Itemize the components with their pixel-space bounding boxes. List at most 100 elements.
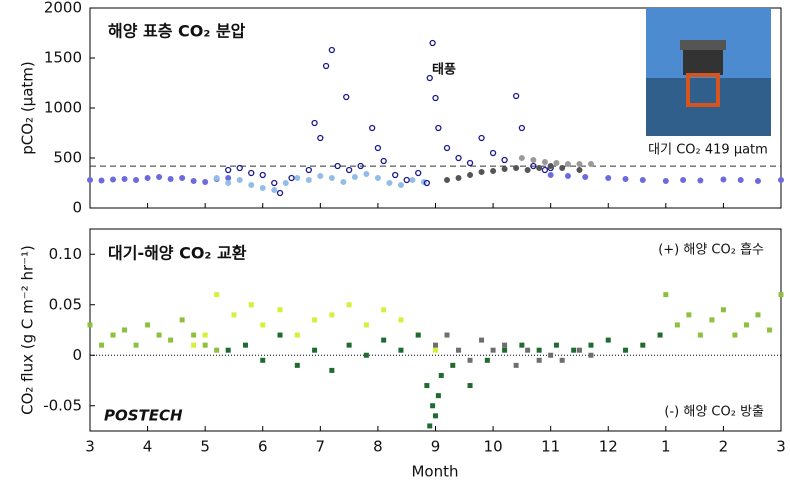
- point: [778, 177, 784, 183]
- point: [403, 176, 410, 184]
- x-tick-label: 12: [599, 438, 618, 456]
- point: [444, 177, 451, 183]
- x-tick-label: 3: [776, 438, 786, 456]
- point: [415, 169, 422, 177]
- point: [743, 322, 749, 328]
- point: [329, 312, 335, 318]
- point: [478, 134, 485, 142]
- point: [432, 94, 439, 102]
- point: [110, 176, 117, 183]
- point: [236, 177, 243, 183]
- point: [236, 164, 243, 172]
- x-tick-label: 6: [258, 438, 268, 456]
- point: [640, 342, 646, 348]
- point: [559, 357, 565, 363]
- point: [381, 307, 387, 313]
- point: [489, 149, 497, 157]
- y-tick-label: 0: [72, 346, 82, 364]
- point: [322, 62, 330, 70]
- point: [467, 383, 473, 389]
- reference-label: 대기 CO₂ 419 μatm: [648, 143, 768, 158]
- point: [345, 166, 353, 174]
- point: [305, 177, 312, 183]
- point: [398, 347, 404, 353]
- y-tick-label: 2000: [44, 0, 82, 17]
- point: [697, 332, 703, 338]
- point: [576, 167, 583, 173]
- point: [133, 342, 139, 348]
- point: [513, 362, 519, 368]
- point: [587, 161, 594, 167]
- logo: POSTECH: [104, 407, 183, 425]
- point: [438, 372, 444, 378]
- point: [248, 169, 255, 177]
- point: [519, 342, 525, 348]
- point: [190, 178, 197, 184]
- point: [294, 362, 300, 368]
- point: [467, 357, 473, 363]
- point: [732, 332, 738, 338]
- point: [588, 352, 594, 358]
- point: [541, 159, 548, 165]
- point: [231, 312, 237, 318]
- point: [363, 322, 369, 328]
- point: [374, 144, 382, 152]
- point: [622, 176, 629, 182]
- point: [530, 157, 537, 163]
- point: [311, 119, 318, 127]
- point: [363, 171, 370, 177]
- point: [374, 175, 381, 181]
- point: [720, 176, 727, 183]
- point: [122, 327, 128, 333]
- point: [530, 162, 537, 170]
- point: [110, 332, 116, 338]
- point: [282, 180, 289, 186]
- point: [582, 174, 589, 180]
- point: [346, 342, 352, 348]
- point: [271, 179, 278, 187]
- point: [248, 182, 255, 188]
- photo: [646, 8, 771, 136]
- note-bottom: (-) 해양 CO₂ 방출: [664, 405, 764, 420]
- point: [357, 162, 364, 170]
- point: [423, 179, 431, 187]
- point: [501, 156, 508, 164]
- y-tick-label: 500: [53, 149, 82, 167]
- point: [334, 162, 341, 170]
- x-tick-label: 4: [143, 438, 153, 456]
- point: [548, 352, 554, 358]
- point: [294, 332, 300, 338]
- point: [512, 92, 520, 100]
- point: [755, 312, 761, 318]
- point: [87, 322, 93, 328]
- point: [429, 39, 436, 47]
- point: [369, 124, 376, 132]
- x-tick-label: 5: [200, 438, 210, 456]
- point: [288, 174, 295, 182]
- y-tick-label: 1500: [44, 49, 82, 67]
- x-tick-label: 3: [85, 438, 95, 456]
- point: [536, 357, 542, 363]
- point: [397, 182, 404, 188]
- point: [213, 175, 220, 181]
- point: [576, 347, 582, 353]
- point: [202, 332, 208, 338]
- point: [312, 317, 318, 323]
- point: [277, 332, 283, 338]
- point: [121, 176, 128, 182]
- point: [536, 347, 542, 353]
- point: [663, 292, 669, 298]
- point: [225, 175, 232, 181]
- y-tick-label: 0.10: [49, 245, 82, 263]
- x-tick-label: 2: [719, 438, 729, 456]
- x-tick-label: 1: [661, 438, 671, 456]
- point: [518, 124, 526, 132]
- x-axis-label: Month: [411, 463, 458, 481]
- point: [328, 175, 335, 181]
- point: [179, 175, 186, 181]
- point: [317, 173, 324, 179]
- point: [398, 317, 404, 323]
- y-tick-label: -0.05: [43, 396, 82, 414]
- point: [778, 292, 784, 298]
